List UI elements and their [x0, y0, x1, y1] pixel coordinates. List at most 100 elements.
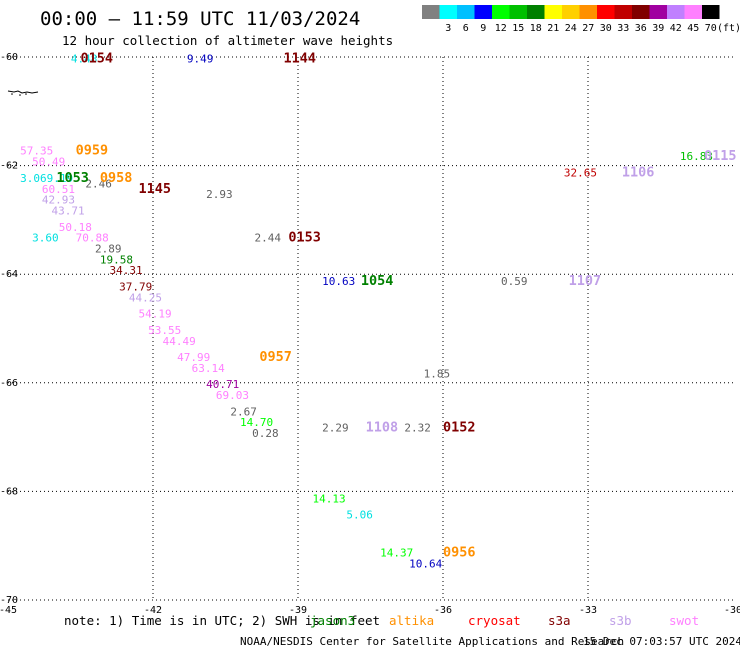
wave-height-value: 2.32	[404, 422, 431, 435]
wave-height-value: 2.29	[322, 422, 349, 435]
wave-height-value: 34.31	[110, 264, 143, 277]
wave-height-value: 3.06	[20, 172, 47, 185]
wave-height-value: 14.13	[313, 492, 346, 505]
satellite-name: s3a	[548, 613, 571, 628]
legend-swatch	[439, 5, 457, 19]
credit-line: NOAA/NESDIS Center for Satellite Applica…	[240, 635, 624, 648]
x-tick-label: -42	[144, 605, 162, 616]
wave-height-value: 47.99	[177, 351, 210, 364]
wave-height-value: 9.19	[47, 172, 74, 185]
wave-height-value: 14.37	[380, 547, 413, 560]
legend-label: 21	[547, 23, 559, 34]
wave-height-value: 60.51	[42, 183, 75, 196]
chart-subtitle: 12 hour collection of altimeter wave hei…	[62, 33, 393, 48]
wave-height-value: 69.03	[216, 389, 249, 402]
satellite-legend: jason3 altika cryosat s3a s3b swot	[310, 613, 699, 628]
wave-height-value: 43.71	[52, 204, 85, 217]
y-tick-label: -60	[0, 52, 18, 63]
pass-time-label: 0154	[81, 50, 114, 66]
wave-height-value: 50.18	[59, 221, 92, 234]
y-tick-label: -70	[0, 595, 18, 606]
satellite-name: altika	[389, 613, 434, 628]
x-tick-label: -30	[724, 605, 740, 616]
y-tick-label: -62	[0, 161, 18, 172]
y-tick-label: -64	[0, 269, 18, 280]
legend-label: 12	[495, 23, 507, 34]
pass-time-label: 0115	[704, 148, 737, 164]
legend-swatch	[702, 5, 720, 19]
wave-height-value: 2.67	[230, 405, 256, 418]
legend-swatch	[684, 5, 702, 19]
wave-height-value: 0.59	[501, 275, 528, 288]
wave-height-value: 5.06	[346, 509, 373, 522]
pass-time-label: 0959	[76, 143, 109, 159]
legend-label: 6	[463, 23, 469, 34]
color-scale-legend: (ft) 3 6 9 12 15 18 21 24 27 30 33 36 39 42 45 70	[422, 5, 740, 34]
pass-time-label: 1108	[366, 420, 399, 436]
wave-height-value: 19.58	[100, 253, 133, 266]
wave-height-value: 70.88	[76, 232, 109, 245]
satellite-name: jason3	[310, 613, 355, 628]
wave-height-value: 4.48	[71, 52, 98, 65]
legend-label: 36	[635, 23, 647, 34]
wave-height-value: 2.89	[95, 242, 122, 255]
wave-height-value: 2.44	[255, 232, 282, 245]
legend-label: 33	[617, 23, 629, 34]
wave-height-value: 2.93	[206, 188, 233, 201]
legend-swatch	[422, 5, 440, 19]
y-tick-label: -68	[0, 486, 18, 497]
pass-time-label: 1054	[361, 273, 394, 289]
wave-height-value: 53.55	[148, 324, 181, 337]
chart-title: 00:00 — 11:59 UTC 11/03/2024	[40, 8, 360, 30]
wave-height-value: 2.46	[85, 177, 112, 190]
legend-swatch	[544, 5, 562, 19]
legend-label: 18	[530, 23, 542, 34]
legend-label: 3	[445, 23, 451, 34]
legend-swatch	[632, 5, 650, 19]
legend-swatch	[457, 5, 475, 19]
pass-time-label: 1145	[139, 181, 172, 197]
legend-swatch	[509, 5, 527, 19]
pass-time-label: 1144	[284, 50, 317, 66]
grid-lines	[8, 56, 733, 601]
wave-height-value: 0.28	[252, 427, 278, 440]
wave-height-value: 14.70	[240, 416, 273, 429]
legend-label: 15	[512, 23, 524, 34]
legend-unit: (ft)	[717, 23, 740, 34]
satellite-name: s3b	[609, 613, 632, 628]
legend-label: 9	[480, 23, 486, 34]
wave-height-value: 3.60	[32, 232, 59, 245]
legend-label: 45	[687, 23, 699, 34]
legend-swatch	[492, 5, 510, 19]
x-tick-label: -39	[289, 605, 307, 616]
pass-time-label: 1053	[56, 170, 89, 186]
wave-height-value: 1.85	[424, 367, 451, 380]
legend-label: 42	[670, 23, 682, 34]
generated-timestamp: 15 Dec 07:03:57 UTC 2024	[583, 635, 740, 648]
x-tick-label: -36	[434, 605, 452, 616]
pass-time-label: 0957	[259, 349, 292, 365]
legend-swatch	[527, 5, 545, 19]
legend-label: 27	[582, 23, 594, 34]
wave-height-value: 44.49	[163, 335, 196, 348]
wave-height-value: 10.64	[409, 557, 442, 570]
axes: -45 -42 -39 -36 -33 -30 -60 -62 -64 -66 -68 -70	[0, 52, 740, 616]
legend-swatch	[614, 5, 632, 19]
legend-swatch	[562, 5, 580, 19]
footnote: note: 1) Time is in UTC; 2) SWH is in fe…	[64, 613, 380, 628]
legend-label: 70	[705, 23, 717, 34]
pass-time-label: 0956	[443, 545, 476, 561]
wave-height-value: 42.93	[42, 194, 75, 207]
x-tick-label: -33	[579, 605, 597, 616]
satellite-name: swot	[669, 613, 699, 628]
x-tick-label: -45	[0, 605, 17, 616]
legend-swatch	[474, 5, 492, 19]
satellite-name: cryosat	[468, 613, 521, 628]
wave-height-value: 63.14	[192, 362, 225, 375]
legend-label: 24	[565, 23, 577, 34]
wave-height-value: 37.79	[119, 280, 152, 293]
wave-height-value: 16.83	[680, 150, 713, 163]
wave-height-value: 50.49	[32, 156, 65, 169]
legend-swatch	[597, 5, 615, 19]
